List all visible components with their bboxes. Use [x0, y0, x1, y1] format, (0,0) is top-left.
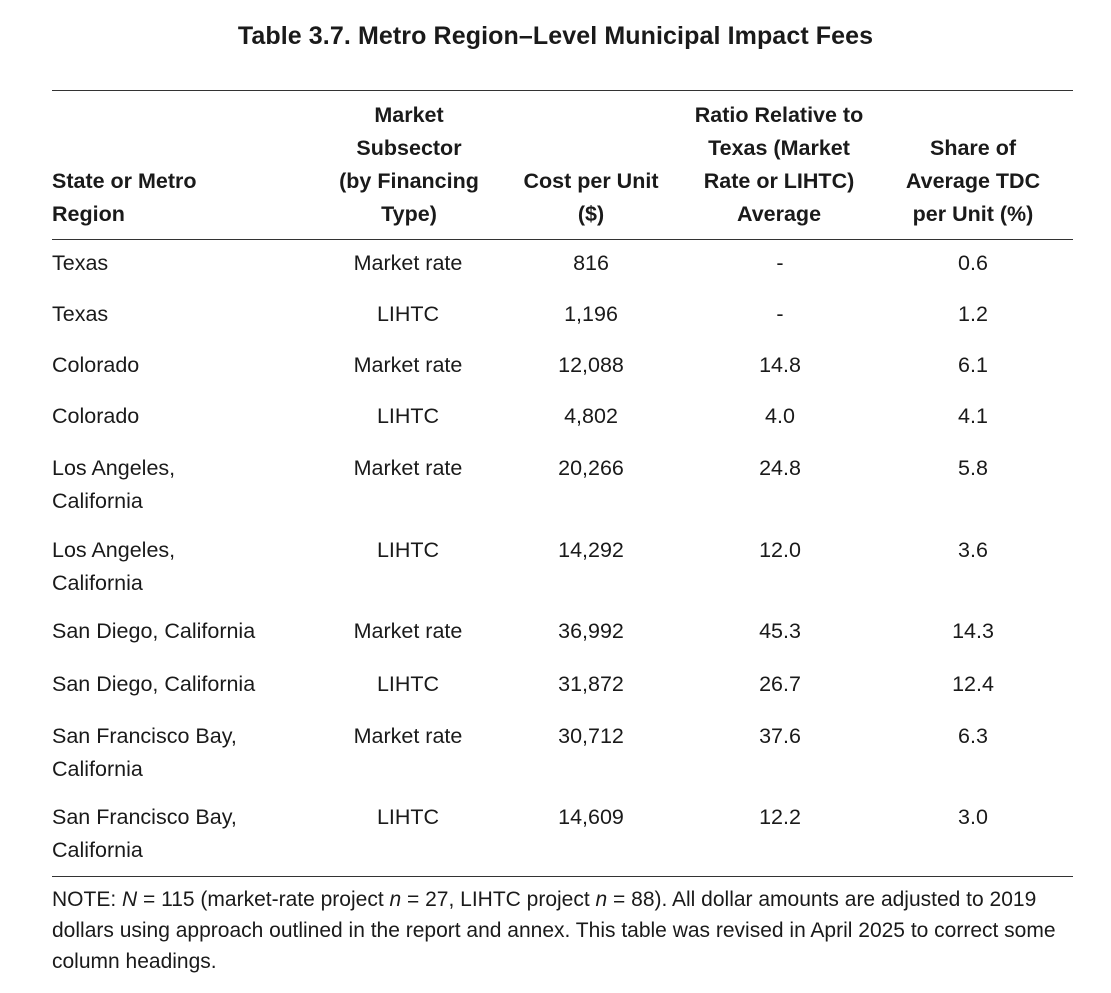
header-line: Type) [381, 202, 437, 226]
region-line: California [52, 571, 143, 595]
header-market-subsector: Market Subsector (by Financing Type) [318, 99, 500, 231]
header-share-of-average-tdc: Share of Average TDC per Unit (%) [880, 132, 1066, 231]
cell-cost: 816 [573, 251, 609, 275]
header-cost-per-unit: Cost per Unit ($) [504, 165, 678, 231]
cell-region: San Francisco Bay, California [52, 720, 322, 786]
region-line: San Diego, California [52, 619, 256, 643]
region-line: Los Angeles, [52, 538, 176, 562]
header-line: Subsector [356, 136, 462, 160]
cell-cost: 30,712 [558, 724, 624, 748]
cell-ratio: 14.8 [759, 353, 801, 377]
header-line: Ratio Relative to [694, 103, 864, 127]
cell-share: 6.3 [958, 724, 988, 748]
cell-region: Texas [52, 247, 322, 280]
region-line: Los Angeles, [52, 456, 176, 480]
region-line: San Francisco Bay, [52, 805, 237, 829]
cell-share: 5.8 [958, 456, 988, 480]
cell-subsector: LIHTC [376, 538, 440, 562]
header-line: Texas (Market [708, 136, 850, 160]
cell-ratio: 12.2 [759, 805, 801, 829]
cell-ratio: 12.0 [759, 538, 801, 562]
note-italic-n: n [389, 888, 402, 911]
note-text: NOTE: [52, 888, 123, 911]
header-line: (by Financing [339, 169, 479, 193]
header-line: Region [52, 202, 125, 226]
region-line: Colorado [52, 353, 140, 377]
header-line: Average TDC [905, 169, 1041, 193]
region-line: Texas [52, 251, 109, 275]
cell-region: San Diego, California [52, 668, 322, 701]
cell-ratio: 26.7 [759, 672, 801, 696]
cell-subsector: Market rate [353, 353, 463, 377]
header-line: Average [736, 202, 822, 226]
header-line: Market [374, 103, 444, 127]
header-state-or-metro-region: State or Metro Region [52, 165, 312, 231]
cell-cost: 1,196 [564, 302, 618, 326]
cell-cost: 4,802 [564, 404, 618, 428]
region-line: California [52, 838, 143, 862]
table-note: NOTE: N = 115 (market-rate project n = 2… [52, 884, 1082, 977]
cell-subsector: Market rate [353, 456, 463, 480]
cell-share: 0.6 [958, 251, 988, 275]
cell-subsector: LIHTC [376, 805, 440, 829]
cell-cost: 14,609 [558, 805, 624, 829]
cell-subsector: Market rate [353, 251, 463, 275]
cell-region: Colorado [52, 349, 322, 382]
header-ratio-relative-to-texas: Ratio Relative to Texas (Market Rate or … [672, 99, 886, 231]
cell-share: 3.6 [958, 538, 988, 562]
note-italic-n: N [122, 888, 138, 911]
cell-region: San Francisco Bay, California [52, 801, 322, 867]
cell-region: Colorado [52, 400, 322, 433]
note-text: = 27, LIHTC project [401, 888, 596, 911]
cell-region: Texas [52, 298, 322, 331]
note-text: = 88). All dollar amounts are adjusted t… [52, 888, 1056, 973]
region-line: San Diego, California [52, 672, 256, 696]
cell-subsector: Market rate [353, 619, 463, 643]
header-line: Cost per Unit [523, 169, 659, 193]
cell-share: 1.2 [958, 302, 988, 326]
table-bottom-rule [52, 876, 1073, 877]
cell-share: 14.3 [952, 619, 994, 643]
cell-cost: 14,292 [558, 538, 624, 562]
cell-share: 12.4 [952, 672, 994, 696]
header-line: ($) [577, 202, 605, 226]
cell-ratio: 4.0 [765, 404, 795, 428]
cell-subsector: LIHTC [376, 302, 440, 326]
cell-cost: 20,266 [558, 456, 624, 480]
cell-region: Los Angeles, California [52, 452, 322, 518]
cell-share: 6.1 [958, 353, 988, 377]
header-line: State or Metro [52, 169, 197, 193]
cell-ratio: 45.3 [759, 619, 801, 643]
header-bottom-rule [52, 239, 1073, 240]
region-line: Colorado [52, 404, 140, 428]
cell-subsector: LIHTC [376, 672, 440, 696]
note-text: = 115 (market-rate project [137, 888, 390, 911]
cell-region: Los Angeles, California [52, 534, 322, 600]
cell-cost: 31,872 [558, 672, 624, 696]
cell-ratio: - [776, 302, 784, 326]
cell-ratio: 24.8 [759, 456, 801, 480]
cell-subsector: LIHTC [376, 404, 440, 428]
table-title: Table 3.7. Metro Region–Level Municipal … [237, 22, 874, 50]
region-line: San Francisco Bay, [52, 724, 237, 748]
cell-share: 4.1 [958, 404, 988, 428]
cell-ratio: - [776, 251, 784, 275]
note-italic-n: n [595, 888, 608, 911]
cell-region: San Diego, California [52, 615, 322, 648]
region-line: Texas [52, 302, 109, 326]
cell-ratio: 37.6 [759, 724, 801, 748]
region-line: California [52, 757, 143, 781]
header-line: Share of [929, 136, 1017, 160]
cell-share: 3.0 [958, 805, 988, 829]
region-line: California [52, 489, 143, 513]
cell-cost: 12,088 [558, 353, 624, 377]
header-line: Rate or LIHTC) [703, 169, 855, 193]
header-line: per Unit (%) [912, 202, 1034, 226]
cell-cost: 36,992 [558, 619, 624, 643]
header-top-rule [52, 90, 1073, 91]
cell-subsector: Market rate [353, 724, 463, 748]
